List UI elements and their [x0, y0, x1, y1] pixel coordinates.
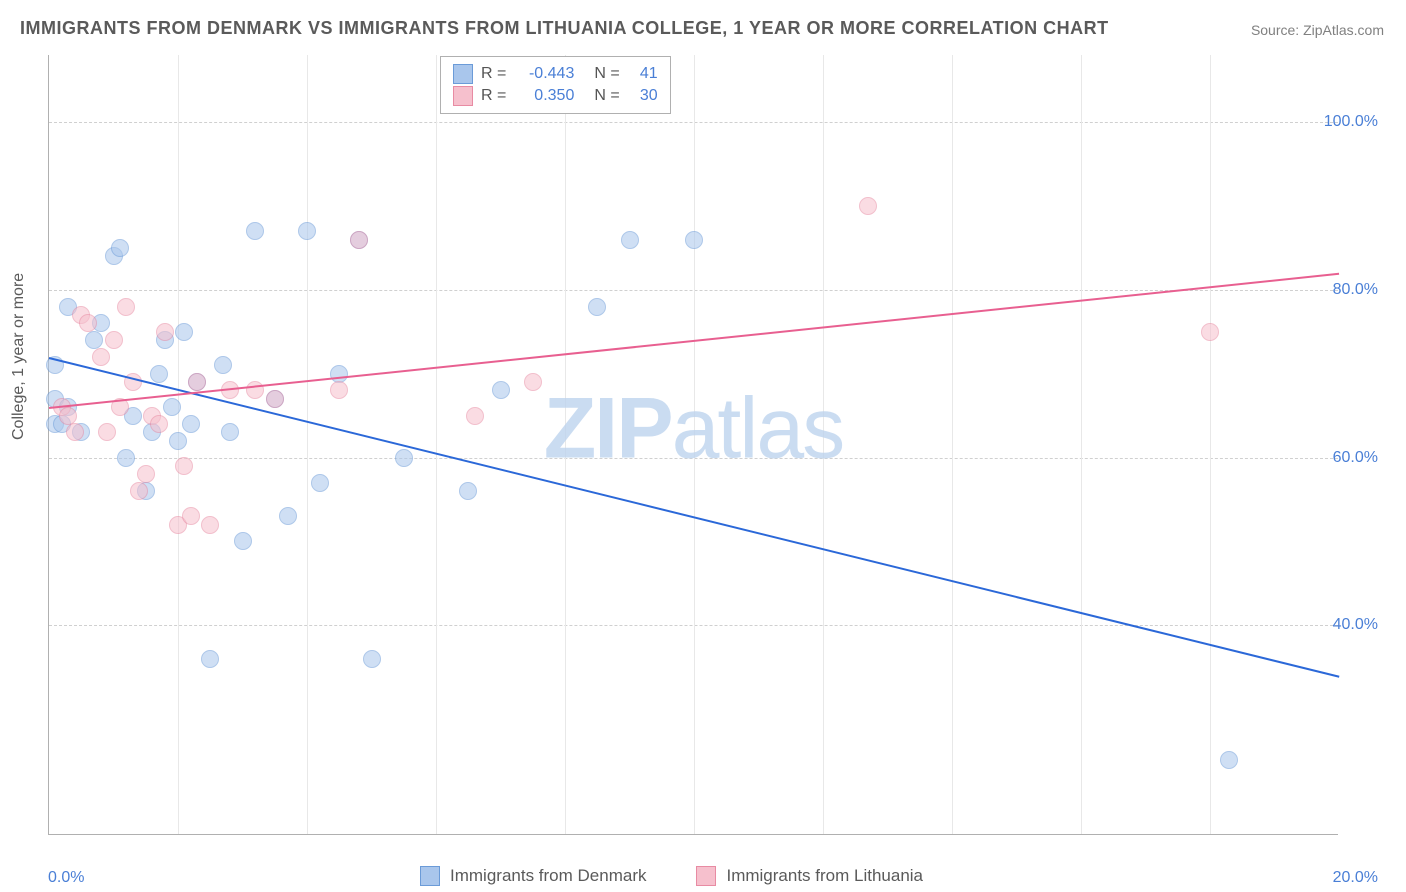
scatter-plot-area: ZIPatlas: [48, 55, 1338, 835]
data-point-lithuania: [79, 314, 97, 332]
data-point-lithuania: [524, 373, 542, 391]
series-legend: Immigrants from Denmark Immigrants from L…: [420, 866, 923, 886]
data-point-lithuania: [59, 407, 77, 425]
watermark-bold: ZIP: [544, 380, 672, 476]
grid-line-v: [565, 55, 566, 834]
data-point-denmark: [111, 239, 129, 257]
legend-r-label: R =: [481, 85, 506, 107]
data-point-denmark: [117, 449, 135, 467]
y-tick-label: 80.0%: [1333, 281, 1378, 299]
data-point-denmark: [311, 474, 329, 492]
source-attribution: Source: ZipAtlas.com: [1251, 22, 1384, 38]
legend-n-label: N =: [594, 63, 619, 85]
data-point-denmark: [169, 432, 187, 450]
data-point-lithuania: [182, 507, 200, 525]
y-tick-label: 40.0%: [1333, 616, 1378, 634]
data-point-lithuania: [859, 197, 877, 215]
data-point-denmark: [621, 231, 639, 249]
legend-r-value: 0.350: [514, 85, 574, 107]
grid-line-v: [307, 55, 308, 834]
data-point-denmark: [685, 231, 703, 249]
y-axis-label: College, 1 year or more: [10, 273, 28, 440]
data-point-lithuania: [137, 465, 155, 483]
legend-swatch-lithuania: [453, 86, 473, 106]
data-point-lithuania: [201, 516, 219, 534]
correlation-legend: R = -0.443 N = 41 R = 0.350 N = 30: [440, 56, 671, 114]
legend-swatch-denmark: [453, 64, 473, 84]
watermark-thin: atlas: [672, 380, 844, 476]
series-label-denmark: Immigrants from Denmark: [450, 866, 646, 886]
data-point-lithuania: [156, 323, 174, 341]
data-point-lithuania: [175, 457, 193, 475]
data-point-denmark: [182, 415, 200, 433]
data-point-lithuania: [92, 348, 110, 366]
data-point-denmark: [246, 222, 264, 240]
legend-row-denmark: R = -0.443 N = 41: [453, 63, 658, 85]
x-tick-max: 20.0%: [1333, 869, 1378, 887]
grid-line-v: [823, 55, 824, 834]
legend-r-label: R =: [481, 63, 506, 85]
grid-line-v: [436, 55, 437, 834]
series-legend-item-denmark: Immigrants from Denmark: [420, 866, 646, 886]
data-point-denmark: [234, 532, 252, 550]
data-point-denmark: [163, 398, 181, 416]
grid-line-v: [694, 55, 695, 834]
data-point-denmark: [201, 650, 219, 668]
data-point-lithuania: [117, 298, 135, 316]
x-tick-min: 0.0%: [48, 869, 84, 887]
data-point-denmark: [588, 298, 606, 316]
legend-row-lithuania: R = 0.350 N = 30: [453, 85, 658, 107]
data-point-denmark: [459, 482, 477, 500]
data-point-denmark: [363, 650, 381, 668]
data-point-denmark: [150, 365, 168, 383]
data-point-lithuania: [150, 415, 168, 433]
data-point-lithuania: [105, 331, 123, 349]
data-point-denmark: [492, 381, 510, 399]
data-point-denmark: [330, 365, 348, 383]
legend-n-value: 41: [628, 63, 658, 85]
data-point-denmark: [395, 449, 413, 467]
data-point-denmark: [279, 507, 297, 525]
data-point-lithuania: [1201, 323, 1219, 341]
data-point-denmark: [175, 323, 193, 341]
data-point-lithuania: [130, 482, 148, 500]
series-legend-item-lithuania: Immigrants from Lithuania: [696, 866, 923, 886]
data-point-denmark: [221, 423, 239, 441]
data-point-lithuania: [330, 381, 348, 399]
data-point-lithuania: [266, 390, 284, 408]
y-tick-label: 60.0%: [1333, 449, 1378, 467]
legend-n-value: 30: [628, 85, 658, 107]
legend-r-value: -0.443: [514, 63, 574, 85]
series-swatch-denmark: [420, 866, 440, 886]
data-point-lithuania: [350, 231, 368, 249]
data-point-denmark: [1220, 751, 1238, 769]
chart-title: IMMIGRANTS FROM DENMARK VS IMMIGRANTS FR…: [20, 18, 1109, 39]
data-point-denmark: [298, 222, 316, 240]
grid-line-v: [1081, 55, 1082, 834]
series-swatch-lithuania: [696, 866, 716, 886]
data-point-denmark: [85, 331, 103, 349]
grid-line-v: [952, 55, 953, 834]
data-point-lithuania: [188, 373, 206, 391]
data-point-lithuania: [66, 423, 84, 441]
legend-n-label: N =: [594, 85, 619, 107]
data-point-lithuania: [98, 423, 116, 441]
data-point-lithuania: [466, 407, 484, 425]
grid-line-v: [1210, 55, 1211, 834]
y-tick-label: 100.0%: [1324, 113, 1378, 131]
data-point-denmark: [214, 356, 232, 374]
series-label-lithuania: Immigrants from Lithuania: [726, 866, 923, 886]
